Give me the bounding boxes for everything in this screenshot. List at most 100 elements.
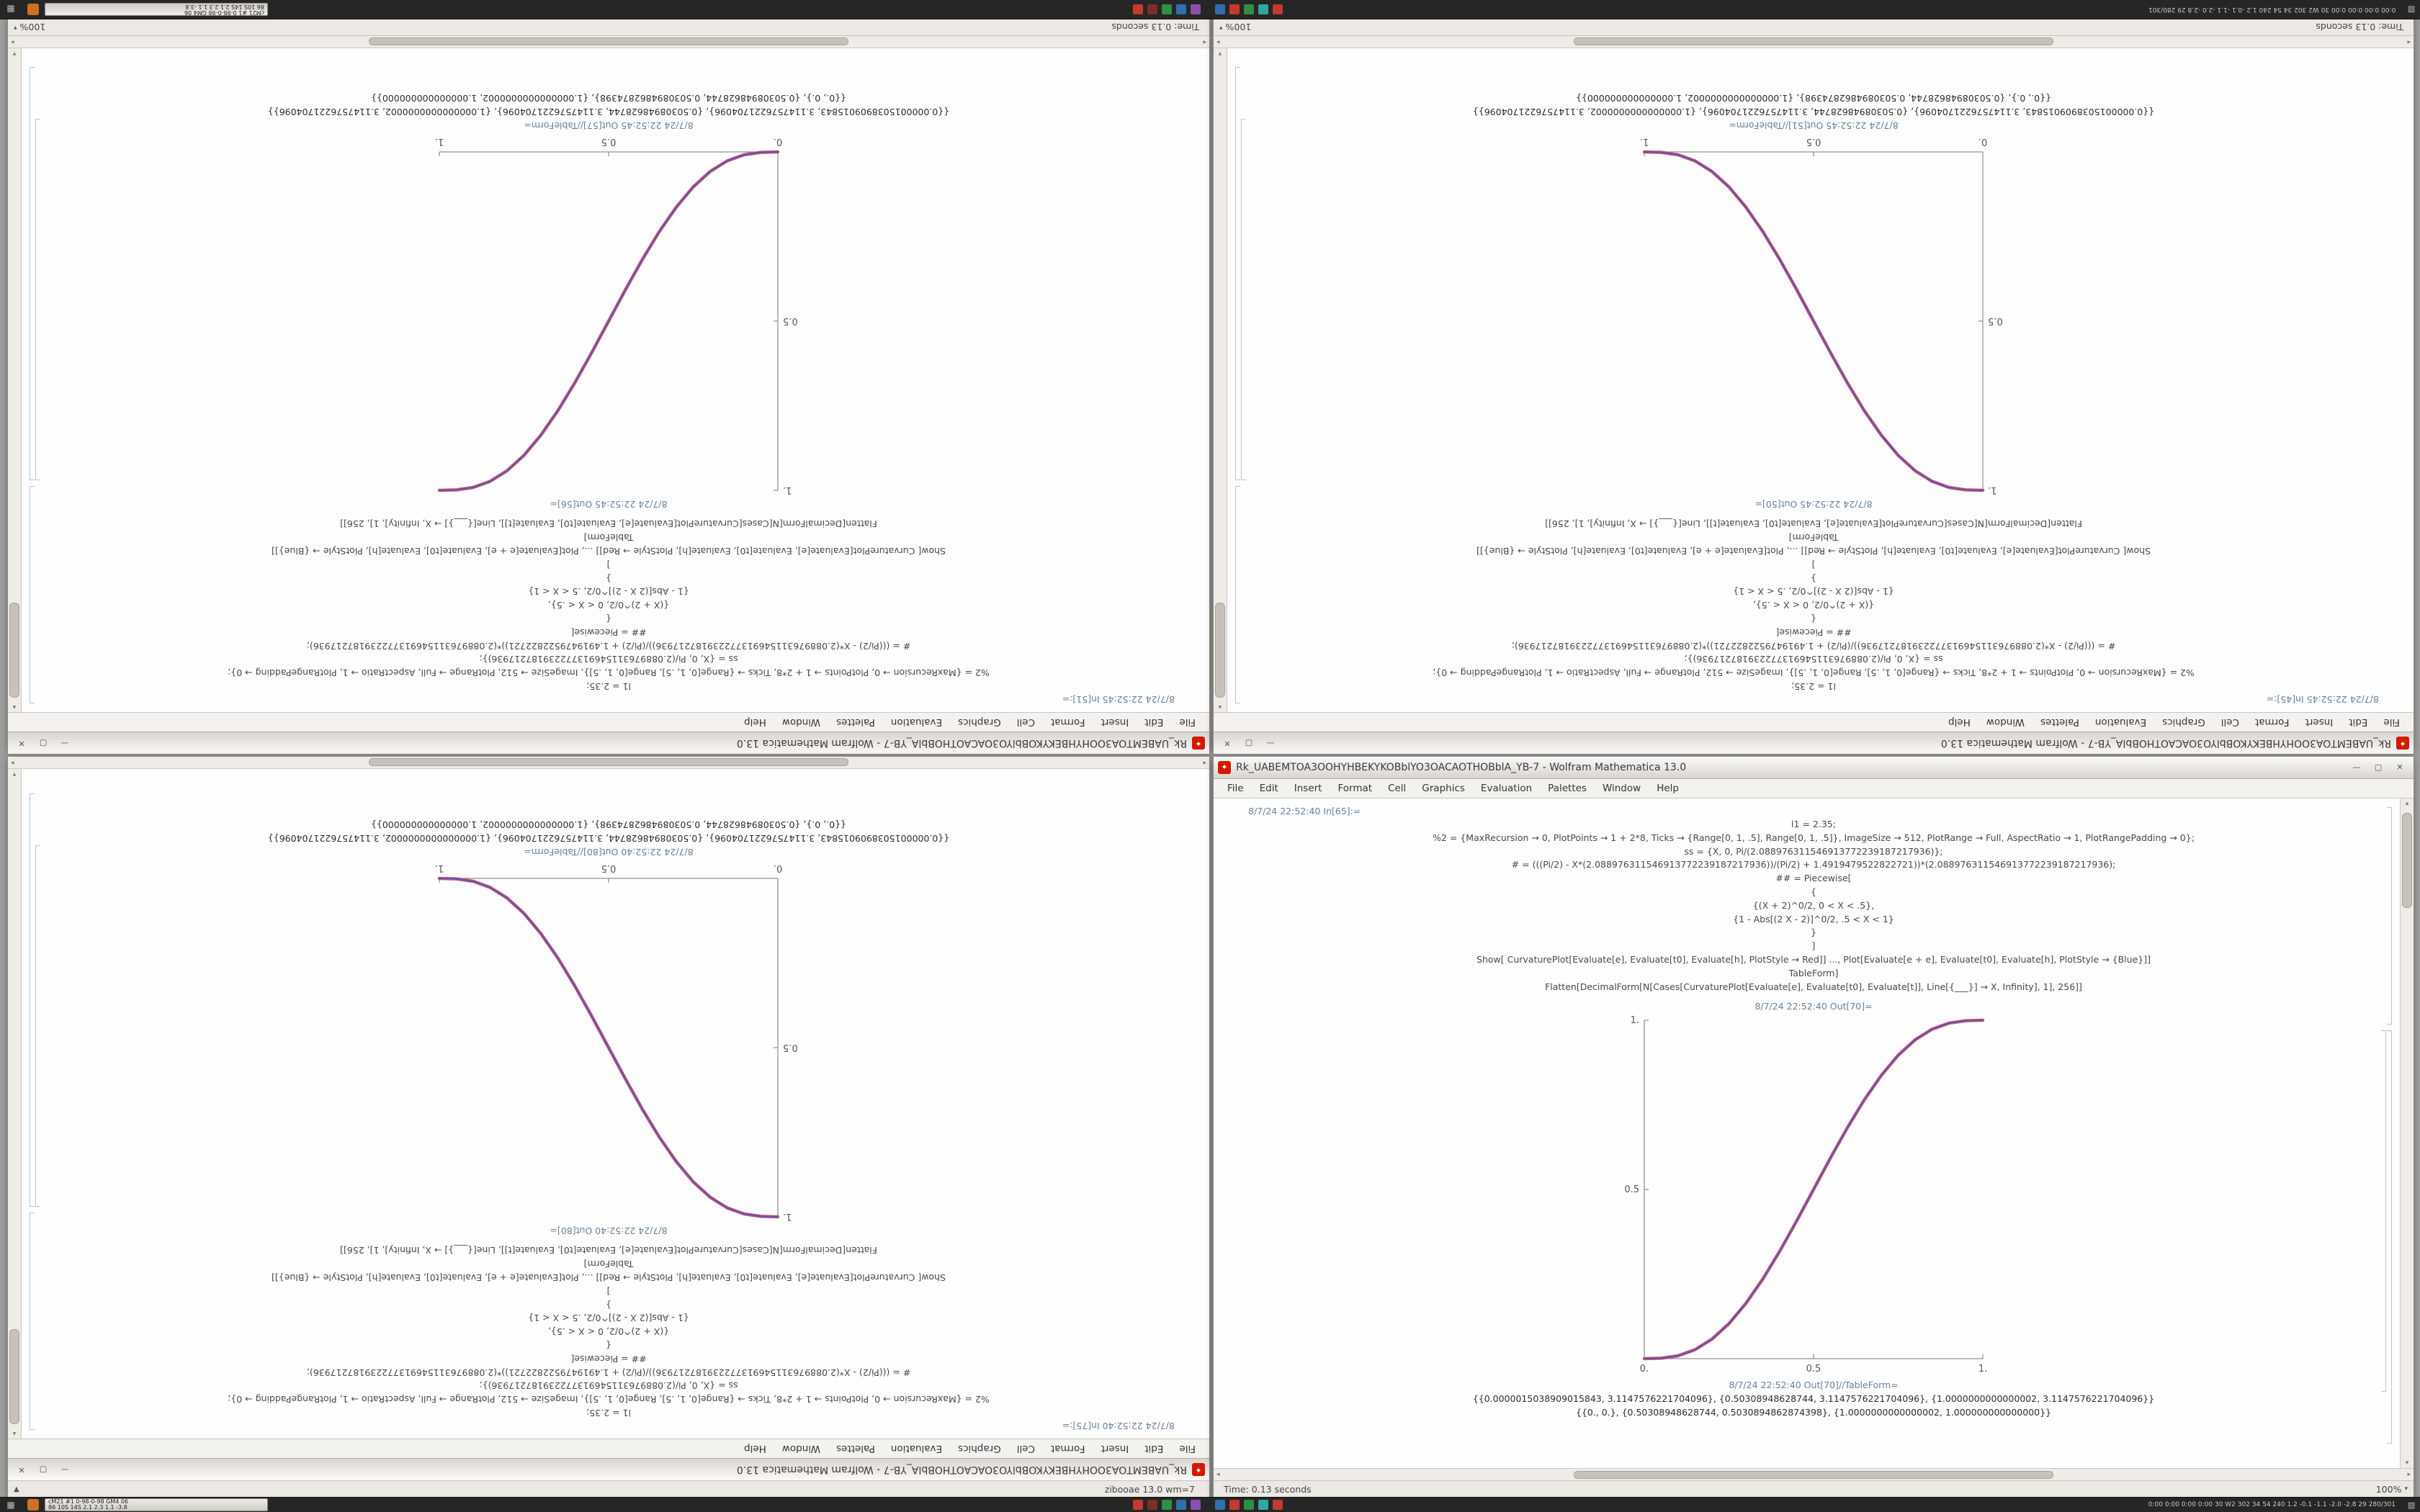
code-line[interactable]: ## = Piecewise[ bbox=[570, 1353, 647, 1364]
scroll-right-icon[interactable]: ▸ bbox=[11, 38, 14, 45]
scrollbar-thumb[interactable] bbox=[369, 758, 848, 767]
taskbar-window-button[interactable]: cM21 #1 0-98-0-98 GM4 06 86 10S 14S 2.1 … bbox=[45, 1498, 268, 1511]
menu-item[interactable]: File bbox=[1179, 716, 1196, 728]
close-button[interactable]: ✕ bbox=[18, 1465, 25, 1475]
code-line[interactable]: Flatten[DecimalForm[N[Cases[CurvaturePlo… bbox=[340, 518, 877, 530]
minimize-button[interactable]: — bbox=[60, 739, 69, 748]
tray-icon[interactable] bbox=[1133, 1500, 1144, 1510]
code-line[interactable]: Show[ CurvaturePlot[Evaluate[e], Evaluat… bbox=[272, 1272, 946, 1284]
minimize-button[interactable]: — bbox=[2352, 762, 2361, 772]
code-line[interactable]: {(X + 2)^0/2, 0 < X < .5}, bbox=[547, 1326, 670, 1338]
scrollbar-thumb[interactable] bbox=[2402, 813, 2412, 908]
scroll-down-icon[interactable]: ▾ bbox=[12, 770, 17, 778]
code-line[interactable]: ## = Piecewise[ bbox=[570, 626, 647, 638]
code-line[interactable]: ss = {X, 0, Pi/(2.0889763115469137722391… bbox=[479, 1380, 738, 1392]
menu-item[interactable]: Window bbox=[781, 716, 821, 728]
tray-icon[interactable] bbox=[1258, 4, 1269, 14]
scrollbar-thumb[interactable] bbox=[1574, 37, 2053, 46]
menu-button[interactable]: ▦ bbox=[6, 1500, 15, 1510]
code-line[interactable]: %2 = {MaxRecursion → 0, PlotPoints → 1 +… bbox=[228, 667, 990, 679]
tray-icon[interactable] bbox=[1244, 1500, 1255, 1510]
zoom-level[interactable]: 100% bbox=[1225, 22, 1252, 33]
menu-item[interactable]: Edit bbox=[1259, 783, 1278, 794]
code-line[interactable]: ] bbox=[606, 1285, 611, 1297]
corner-button[interactable]: ▨ bbox=[2407, 1500, 2416, 1510]
zoom-caret-icon[interactable]: ▾ bbox=[1219, 24, 1223, 31]
menu-item[interactable]: Format bbox=[1050, 1443, 1085, 1454]
menu-item[interactable]: Window bbox=[781, 1443, 821, 1454]
code-line[interactable]: } bbox=[1811, 927, 1816, 938]
maximize-button[interactable]: ▢ bbox=[39, 1465, 48, 1475]
code-line[interactable]: Flatten[DecimalForm[N[Cases[CurvaturePlo… bbox=[1545, 981, 2082, 992]
code-line[interactable]: TableForm] bbox=[583, 532, 634, 544]
scroll-right-icon[interactable]: ▸ bbox=[2407, 1471, 2411, 1478]
menu-item[interactable]: Help bbox=[1948, 716, 1971, 728]
code-line[interactable]: ] bbox=[1811, 940, 1816, 952]
code-line[interactable]: # = (((Pi/2) - X*(2.08897631154691377223… bbox=[1511, 640, 2116, 652]
title-bar[interactable]: ✦ Rk_UABEMTOA3OOHYHBEKYKOBblYO3OACAOTHOB… bbox=[1214, 732, 2414, 754]
code-line[interactable]: } bbox=[1811, 572, 1816, 584]
maximize-button[interactable]: ▢ bbox=[39, 739, 48, 748]
menu-item[interactable]: Window bbox=[1602, 783, 1641, 794]
scroll-up-icon[interactable]: ▴ bbox=[12, 1430, 17, 1437]
menu-item[interactable]: Palettes bbox=[836, 716, 875, 728]
cell-bracket[interactable] bbox=[30, 486, 35, 703]
cell-bracket[interactable] bbox=[2387, 807, 2392, 1025]
menu-item[interactable]: Help bbox=[744, 1443, 766, 1454]
scrollbar-thumb[interactable] bbox=[1215, 603, 1225, 698]
tray-icon[interactable] bbox=[1162, 1500, 1173, 1510]
code-line[interactable]: # = (((Pi/2) - X*(2.08897631154691377223… bbox=[306, 1367, 911, 1378]
code-line[interactable]: { bbox=[606, 613, 611, 625]
tray-icon[interactable] bbox=[1147, 4, 1158, 14]
tray-icon[interactable] bbox=[1147, 1500, 1158, 1510]
menu-item[interactable]: Insert bbox=[1101, 716, 1129, 728]
code-line[interactable]: {1 - Abs[(2 X - 2)]^0/2, .5 < X < 1} bbox=[1733, 586, 1894, 598]
tray-icon[interactable] bbox=[1162, 4, 1173, 14]
code-line[interactable]: TableForm] bbox=[1788, 532, 1839, 544]
zoom-level[interactable]: 100% bbox=[2375, 1483, 2402, 1495]
input-cell[interactable]: l1 = 2.35; %2 = {MaxRecursion → 0, PlotPo… bbox=[8, 1243, 1209, 1419]
scroll-left-icon[interactable]: ◂ bbox=[1203, 759, 1206, 766]
cell-bracket[interactable] bbox=[1235, 486, 1240, 703]
code-line[interactable]: ## = Piecewise[ bbox=[1775, 626, 1852, 638]
menu-item[interactable]: Palettes bbox=[1548, 783, 1587, 794]
menu-item[interactable]: Edit bbox=[2349, 716, 2368, 728]
zoom-level[interactable]: 100% bbox=[19, 22, 46, 33]
input-cell[interactable]: l1 = 2.35; %2 = {MaxRecursion → 0, PlotPo… bbox=[1214, 517, 2414, 693]
code-line[interactable]: ss = {X, 0, Pi/(2.0889763115469137722391… bbox=[1684, 654, 1943, 665]
menu-item[interactable]: File bbox=[1227, 783, 1244, 794]
close-button[interactable]: ✕ bbox=[2396, 762, 2403, 772]
scrollbar-thumb[interactable] bbox=[9, 603, 19, 698]
menu-item[interactable]: Insert bbox=[2305, 716, 2334, 728]
menu-item[interactable]: Evaluation bbox=[890, 716, 943, 728]
tray-icon[interactable] bbox=[1229, 4, 1240, 14]
minimize-button[interactable]: — bbox=[60, 1465, 69, 1475]
code-line[interactable]: } bbox=[606, 1299, 611, 1310]
app-tray-icon[interactable] bbox=[27, 1499, 39, 1511]
tray-icon[interactable] bbox=[1191, 4, 1201, 14]
menu-item[interactable]: Insert bbox=[1101, 1443, 1129, 1454]
code-line[interactable]: l1 = 2.35; bbox=[586, 1408, 631, 1418]
code-line[interactable]: ] bbox=[606, 559, 611, 570]
menu-item[interactable]: Graphics bbox=[1422, 783, 1465, 794]
tray-icon[interactable] bbox=[1191, 1500, 1201, 1510]
menu-item[interactable]: Palettes bbox=[836, 1443, 875, 1454]
tray-icon[interactable] bbox=[1229, 1500, 1240, 1510]
menu-item[interactable]: Cell bbox=[2220, 716, 2239, 728]
menu-item[interactable]: File bbox=[1179, 1443, 1196, 1454]
tray-icon[interactable] bbox=[1258, 1500, 1269, 1510]
code-line[interactable]: # = (((Pi/2) - X*(2.08897631154691377223… bbox=[306, 640, 911, 652]
code-line[interactable]: { bbox=[1811, 886, 1816, 897]
code-line[interactable]: l1 = 2.35; bbox=[1791, 819, 1836, 829]
tray-icon[interactable] bbox=[1215, 4, 1226, 14]
code-line[interactable]: {1 - Abs[(2 X - 2)]^0/2, .5 < X < 1} bbox=[1733, 913, 1894, 924]
code-line[interactable]: # = (((Pi/2) - X*(2.08897631154691377223… bbox=[1511, 859, 2116, 870]
code-line[interactable]: { bbox=[606, 1340, 611, 1351]
menu-item[interactable]: Help bbox=[744, 716, 766, 728]
menu-item[interactable]: File bbox=[2383, 716, 2400, 728]
code-line[interactable]: {1 - Abs[(2 X - 2)]^0/2, .5 < X < 1} bbox=[528, 586, 689, 598]
cell-bracket[interactable] bbox=[2387, 1030, 2392, 1444]
zoom-caret-icon[interactable]: ▾ bbox=[14, 24, 17, 31]
code-line[interactable]: } bbox=[606, 572, 611, 584]
title-bar[interactable]: ✦ Rk_UABEMTOA3OOHYHBEKYKOBblYO3OACAOTHOB… bbox=[1214, 757, 2414, 779]
